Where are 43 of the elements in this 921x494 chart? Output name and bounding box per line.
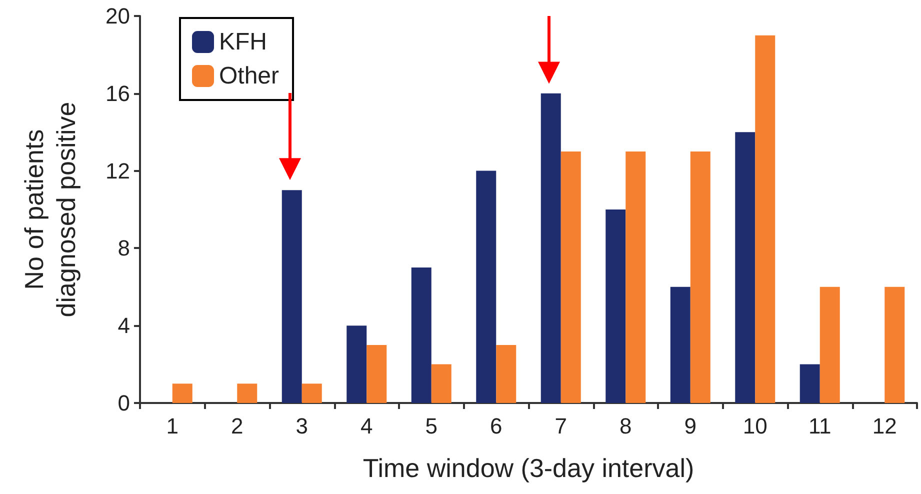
y-tick-label: 0	[118, 390, 130, 416]
y-tick-label: 4	[118, 313, 130, 338]
x-tick-label: 1	[166, 414, 178, 438]
x-tick-label: 8	[620, 414, 632, 438]
x-tick-label: 11	[808, 414, 832, 438]
legend-label: Other	[219, 62, 280, 90]
bar	[560, 151, 581, 403]
bar	[606, 210, 626, 403]
bar	[366, 344, 387, 403]
y-tick-label: 20	[106, 4, 130, 28]
x-tick-label: 6	[490, 414, 502, 438]
y-axis-title: No of patients diagnosed positive	[19, 102, 81, 318]
bar	[476, 170, 496, 403]
legend-label: KFH	[219, 28, 267, 56]
bar	[800, 364, 820, 403]
bar	[690, 151, 710, 403]
x-tick-label: 9	[684, 414, 696, 438]
y-tick-label: 8	[118, 236, 130, 261]
y-tick-label: 12	[106, 158, 130, 184]
bar	[820, 286, 840, 403]
bar	[670, 286, 690, 403]
y-tick-label: 16	[106, 80, 130, 106]
x-axis-title: Time window (3-day interval)	[362, 453, 694, 483]
x-tick-label: 5	[425, 414, 438, 438]
x-tick-label: 3	[296, 414, 308, 438]
bar	[282, 190, 302, 403]
x-tick-label: 12	[872, 414, 897, 438]
bar	[626, 151, 646, 403]
bar	[755, 35, 776, 403]
bar	[411, 268, 432, 403]
bar	[172, 384, 192, 403]
bar	[735, 132, 756, 403]
bar	[302, 384, 322, 403]
x-tick-label: 2	[231, 414, 244, 438]
bar	[496, 344, 516, 403]
x-tick-label: 7	[554, 414, 567, 438]
x-tick-label: 10	[742, 414, 768, 438]
x-tick-label: 4	[360, 414, 373, 438]
bar	[540, 93, 561, 403]
bar	[884, 286, 905, 403]
bar	[237, 384, 258, 403]
bar	[346, 326, 367, 403]
bar	[431, 364, 452, 403]
